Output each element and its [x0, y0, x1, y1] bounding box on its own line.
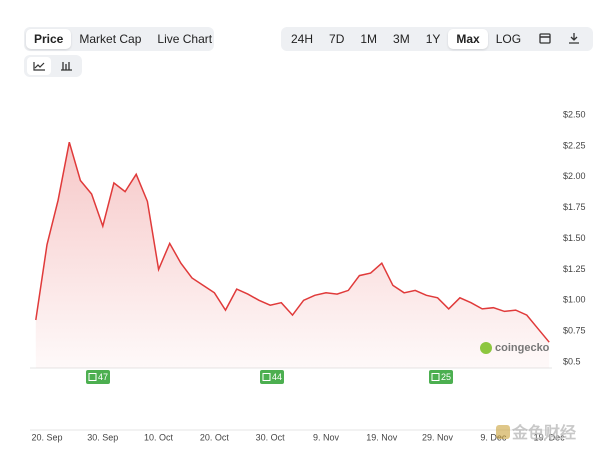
x-tick-label: 20. Oct: [200, 432, 230, 442]
range-button[interactable]: 24H: [291, 32, 314, 46]
tool-icons[interactable]: [529, 29, 591, 49]
tab[interactable]: Live Chart: [157, 32, 213, 46]
range-button[interactable]: 1Y: [425, 32, 441, 46]
annotation-icon: [262, 373, 271, 381]
logo: [496, 425, 510, 439]
area: [35, 142, 550, 368]
annotation-icon: [88, 373, 97, 381]
watermark: 金色财经: [511, 423, 576, 442]
annotation-label: 25: [441, 372, 451, 382]
y-tick-label: $0.75: [563, 326, 586, 336]
annotation-icon: [431, 373, 440, 381]
x-tick-label: 19. Dec: [534, 432, 566, 442]
annotation: 47: [86, 370, 110, 384]
range-button[interactable]: LOG: [495, 32, 522, 46]
range-button[interactable]: 3M: [393, 32, 410, 46]
annotation: 25: [429, 370, 453, 384]
range-button[interactable]: Max: [448, 29, 488, 49]
logo: [480, 342, 492, 354]
y-tick-label: $2.50: [563, 109, 586, 119]
annotation-label: 47: [98, 372, 108, 382]
x-tick-label: 30. Oct: [256, 432, 286, 442]
tab-group: Price Market Cap Live Chart: [24, 27, 214, 51]
y-tick-label: $1.50: [563, 233, 586, 243]
annotation-label: 44: [272, 372, 282, 382]
x-tick-label: 9. Dec: [480, 432, 507, 442]
x-tick-label: 30. Sep: [87, 432, 118, 442]
y-tick-label: $1.25: [563, 264, 586, 274]
x-tick-label: 9. Nov: [313, 432, 340, 442]
watermark: coingecko: [495, 342, 550, 354]
x-tick-label: 20. Sep: [31, 432, 62, 442]
x-tick-label: 19. Nov: [366, 432, 398, 442]
y-tick-label: $2.25: [563, 140, 586, 150]
annotation: 44: [260, 370, 284, 384]
line: [35, 141, 550, 343]
range-button[interactable]: 7D: [329, 32, 345, 46]
y-tick-label: $1.75: [563, 202, 586, 212]
range-button[interactable]: 1M: [360, 32, 378, 46]
range-group: 24H 7D 1M 3M 1Y Max LOG: [281, 27, 593, 51]
tab[interactable]: Market Cap: [79, 32, 142, 46]
x-tick-label: 10. Oct: [144, 432, 174, 442]
y-tick-label: $2.00: [563, 171, 586, 181]
chart-type-group: [24, 55, 82, 77]
y-tick-label: $0.5: [563, 356, 581, 366]
x-tick-label: 29. Nov: [422, 432, 454, 442]
chart-type-icons[interactable]: [26, 57, 80, 75]
y-tick-label: $1.00: [563, 295, 586, 305]
tab[interactable]: Price: [26, 29, 72, 49]
